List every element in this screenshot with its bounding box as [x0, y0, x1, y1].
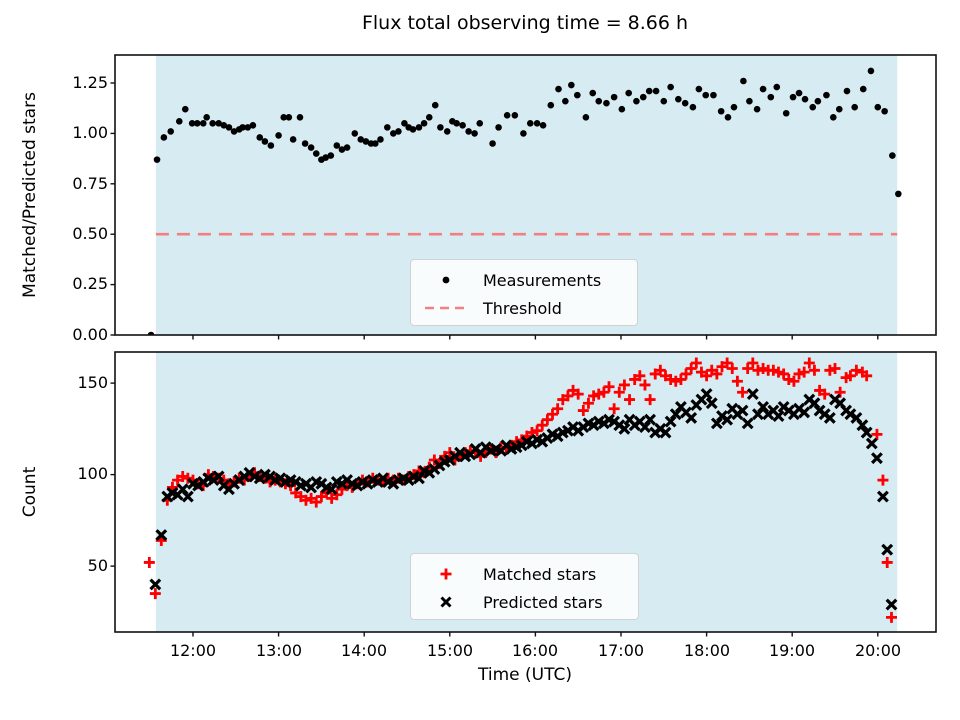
x-tick-label: 19:00: [768, 641, 816, 660]
top-y-tick-label: 0.75: [72, 174, 108, 193]
x-marker-icon: [421, 594, 471, 610]
legend-entry-measurements: Measurements: [421, 266, 627, 294]
x-tick-label: 12:00: [169, 641, 217, 660]
x-tick-label: 13:00: [255, 641, 303, 660]
legend-bottom: Matched stars Predicted stars: [410, 553, 639, 620]
series-dot: [147, 67, 902, 336]
top-y-tick-label: 0.50: [72, 224, 108, 243]
bottom-y-axis-label: Count: [20, 466, 40, 518]
legend-label: Predicted stars: [483, 592, 603, 612]
measurements-dot-icon: [421, 273, 471, 287]
bottom-y-tick-label: 150: [77, 373, 108, 392]
legend-entry-threshold: Threshold: [421, 294, 627, 322]
top-y-tick-label: 0.00: [72, 325, 108, 344]
plus-marker-icon: [421, 566, 471, 582]
x-axis-label: Time (UTC): [478, 665, 572, 685]
plot-spines: [114, 351, 937, 633]
legend-label: Measurements: [483, 270, 602, 290]
legend-label: Threshold: [483, 298, 562, 318]
bottom-y-tick-label: 100: [77, 464, 108, 483]
top-y-tick-label: 0.25: [72, 274, 108, 293]
x-tick-label: 18:00: [683, 641, 731, 660]
threshold-dash-icon: [421, 301, 471, 315]
x-tick-label: 20:00: [854, 641, 902, 660]
x-tick-label: 16:00: [511, 641, 559, 660]
x-tick-label: 14:00: [340, 641, 388, 660]
x-tick-label: 17:00: [597, 641, 645, 660]
top-y-tick-label: 1.25: [72, 73, 108, 92]
legend-top: Measurements Threshold: [410, 259, 638, 326]
figure-title: Flux total observing time = 8.66 h: [361, 12, 689, 34]
legend-entry-predicted: Predicted stars: [421, 588, 628, 616]
legend-entry-matched: Matched stars: [421, 560, 628, 588]
plot-spines: [114, 54, 937, 336]
bottom-y-tick-label: 50: [87, 556, 108, 575]
series-x: [149, 388, 898, 611]
top-y-tick-label: 1.00: [72, 123, 108, 142]
x-tick-label: 15:00: [426, 641, 474, 660]
top-y-axis-label: Matched/Predicted stars: [20, 92, 40, 298]
legend-label: Matched stars: [483, 564, 597, 584]
